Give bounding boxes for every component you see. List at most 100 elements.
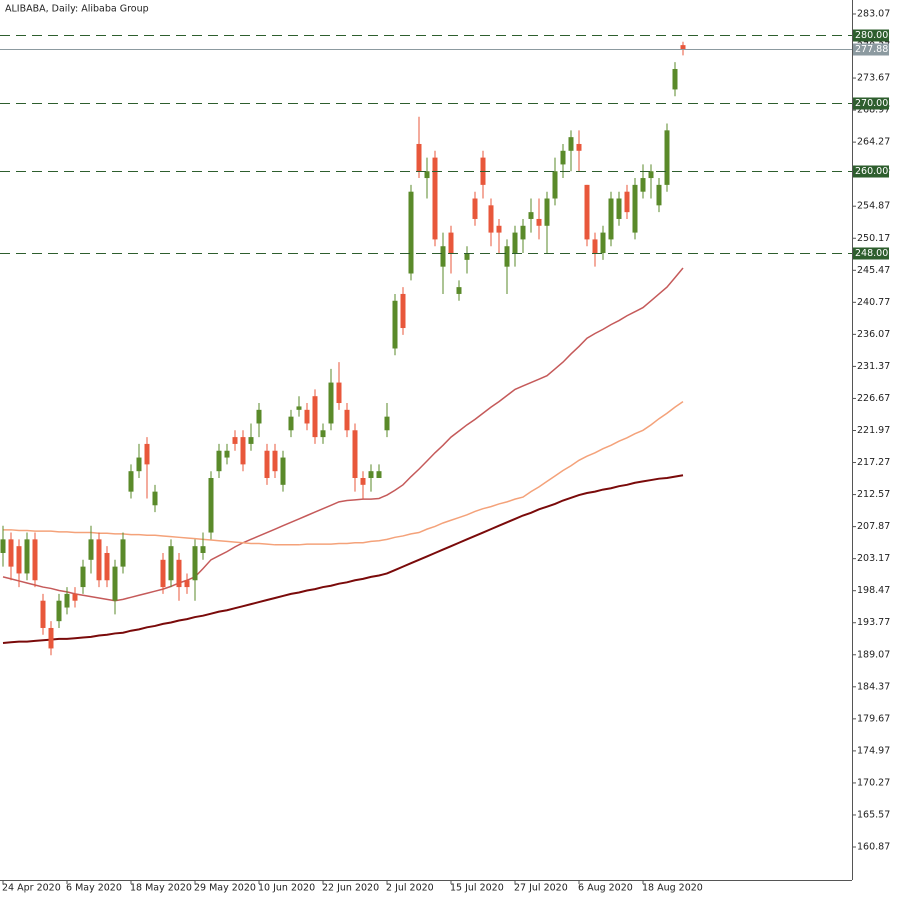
candle-body: [192, 546, 198, 581]
candle-body: [416, 143, 422, 172]
candle-body: [464, 253, 470, 260]
candle-body: [448, 232, 454, 254]
chart-title: ALIBABA, Daily: Alibaba Group: [5, 4, 149, 15]
x-tick-label: 15 Jul 2020: [450, 883, 504, 894]
x-tick-label: 6 Aug 2020: [578, 883, 633, 894]
candle-body: [336, 382, 342, 404]
y-tick-label: 207.87: [857, 521, 890, 532]
candle-body: [208, 478, 214, 533]
candle-body: [560, 150, 566, 165]
y-tick-label: 264.27: [857, 137, 890, 148]
y-tick-label: 240.77: [857, 297, 890, 308]
candle-body: [64, 593, 70, 608]
candle-body: [664, 130, 670, 185]
y-tick-label: 283.07: [857, 8, 890, 19]
y-tick-label: 268.97: [857, 105, 890, 116]
y-tick-label: 165.57: [857, 809, 890, 820]
candle-body: [576, 143, 582, 151]
candle-body: [184, 580, 190, 588]
candle-body: [632, 184, 638, 233]
candle-body: [104, 552, 110, 581]
candle-body: [456, 287, 462, 294]
candle-body: [488, 205, 494, 233]
candle-body: [0, 539, 6, 553]
y-tick-label: 170.27: [857, 777, 890, 788]
candle-body: [32, 539, 38, 581]
last-price-box: [853, 43, 889, 56]
y-tick-label: 231.37: [857, 361, 890, 372]
candle-body: [544, 198, 550, 226]
level-label-box: [853, 97, 889, 110]
candle-body: [328, 382, 334, 424]
y-tick-label: 217.27: [857, 457, 890, 468]
y-tick-label: 226.67: [857, 393, 890, 404]
candle-body: [360, 478, 366, 485]
candle-body: [312, 396, 318, 438]
candle-body: [296, 406, 302, 410]
candle-body: [520, 225, 526, 240]
candle-body: [536, 218, 542, 226]
candle-body: [656, 184, 662, 206]
y-tick-label: 236.07: [857, 329, 890, 340]
y-tick-label: 189.07: [857, 649, 890, 660]
candle-body: [240, 437, 246, 465]
candle-body: [512, 232, 518, 254]
candle-body: [200, 546, 206, 553]
candle-body: [256, 409, 262, 424]
x-tick-label: 27 Jul 2020: [514, 883, 568, 894]
candle-body: [48, 627, 54, 649]
candle-body: [80, 566, 86, 588]
y-tick-label: 221.97: [857, 425, 890, 436]
y-tick-label: 179.67: [857, 713, 890, 724]
y-tick-label: 250.17: [857, 233, 890, 244]
candle-body: [624, 191, 630, 213]
candle-body: [424, 171, 430, 179]
candle-body: [280, 457, 286, 485]
candle-body: [40, 600, 46, 628]
candle-body: [288, 416, 294, 431]
candle-body: [592, 239, 598, 254]
candle-body: [144, 443, 150, 465]
level-label-box: [853, 165, 889, 178]
candle-body: [352, 430, 358, 479]
candle-body: [400, 293, 406, 329]
candle-body: [552, 171, 558, 199]
moving-average: [2, 474, 684, 644]
candle-body: [608, 198, 614, 240]
candle-body: [568, 137, 574, 151]
candle-body: [408, 191, 414, 274]
candle-body: [16, 546, 22, 574]
x-tick-label: 22 Jun 2020: [322, 883, 379, 894]
candle-body: [8, 539, 14, 567]
y-tick-label: 160.87: [857, 842, 890, 853]
candle-body: [264, 450, 270, 479]
level-label: 280.00: [855, 30, 888, 41]
candle-body: [600, 232, 606, 254]
moving-average: [3, 401, 684, 546]
candle-body: [176, 559, 182, 588]
candle-body: [344, 409, 350, 431]
y-tick-label: 174.97: [857, 745, 890, 756]
candle-body: [232, 437, 238, 444]
candle-body: [88, 539, 94, 560]
candle-body: [384, 416, 390, 431]
candle-body: [224, 450, 230, 458]
candle-body: [640, 178, 646, 192]
x-tick-label: 10 Jun 2020: [258, 883, 315, 894]
y-tick-label: 184.37: [857, 681, 890, 692]
candle-body: [120, 539, 126, 567]
candle-body: [160, 559, 166, 588]
x-tick-label: 24 Apr 2020: [2, 883, 61, 894]
candle-body: [96, 539, 102, 581]
candle-body: [136, 457, 142, 472]
candle-body: [320, 430, 326, 438]
candle-body: [272, 450, 278, 472]
candle-body: [216, 450, 222, 472]
candle-body: [496, 225, 502, 233]
candle-body: [616, 198, 622, 219]
y-tick-label: 212.57: [857, 489, 890, 500]
level-label: 248.00: [855, 248, 888, 259]
candle-body: [432, 157, 438, 240]
candle-body: [376, 471, 382, 479]
